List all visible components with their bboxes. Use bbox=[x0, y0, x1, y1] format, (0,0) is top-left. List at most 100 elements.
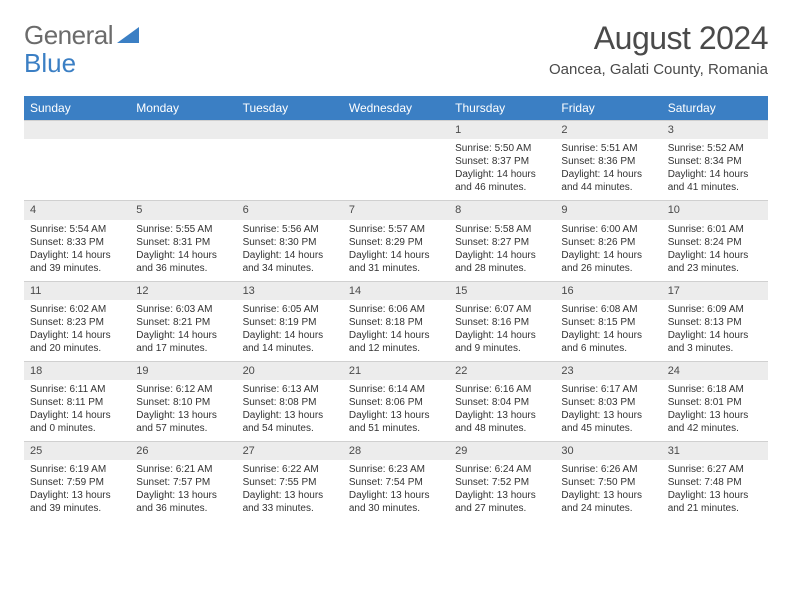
logo-triangle-icon bbox=[117, 27, 139, 45]
day-number: 28 bbox=[343, 442, 449, 460]
day-number: 14 bbox=[343, 282, 449, 300]
day-number: 26 bbox=[130, 442, 236, 460]
calendar-page: General August 2024 Oancea, Galati Count… bbox=[0, 0, 792, 541]
daylight-text: Daylight: 14 hours and 9 minutes. bbox=[455, 329, 549, 355]
daylight-text: Daylight: 14 hours and 14 minutes. bbox=[243, 329, 337, 355]
daylight-text: Daylight: 13 hours and 57 minutes. bbox=[136, 409, 230, 435]
empty-day-bar bbox=[343, 121, 449, 139]
sunset-text: Sunset: 8:26 PM bbox=[561, 236, 655, 249]
daylight-text: Daylight: 14 hours and 46 minutes. bbox=[455, 168, 549, 194]
sunrise-text: Sunrise: 5:55 AM bbox=[136, 223, 230, 236]
sunset-text: Sunset: 8:16 PM bbox=[455, 316, 549, 329]
sunrise-text: Sunrise: 6:23 AM bbox=[349, 463, 443, 476]
daylight-text: Daylight: 13 hours and 39 minutes. bbox=[30, 489, 124, 515]
daylight-text: Daylight: 14 hours and 44 minutes. bbox=[561, 168, 655, 194]
sunset-text: Sunset: 8:13 PM bbox=[668, 316, 762, 329]
sunset-text: Sunset: 8:33 PM bbox=[30, 236, 124, 249]
daylight-text: Daylight: 14 hours and 12 minutes. bbox=[349, 329, 443, 355]
calendar-day-cell: 12Sunrise: 6:03 AMSunset: 8:21 PMDayligh… bbox=[130, 282, 236, 361]
calendar-day-cell: 21Sunrise: 6:14 AMSunset: 8:06 PMDayligh… bbox=[343, 362, 449, 441]
calendar-empty-cell bbox=[237, 121, 343, 200]
daylight-text: Daylight: 14 hours and 17 minutes. bbox=[136, 329, 230, 355]
sunset-text: Sunset: 8:04 PM bbox=[455, 396, 549, 409]
day-details: Sunrise: 5:52 AMSunset: 8:34 PMDaylight:… bbox=[662, 139, 768, 200]
calendar-day-cell: 23Sunrise: 6:17 AMSunset: 8:03 PMDayligh… bbox=[555, 362, 661, 441]
daylight-text: Daylight: 14 hours and 0 minutes. bbox=[30, 409, 124, 435]
calendar-empty-cell bbox=[130, 121, 236, 200]
daylight-text: Daylight: 14 hours and 26 minutes. bbox=[561, 249, 655, 275]
sunrise-text: Sunrise: 6:06 AM bbox=[349, 303, 443, 316]
calendar-grid: SundayMondayTuesdayWednesdayThursdayFrid… bbox=[24, 96, 768, 521]
day-number: 30 bbox=[555, 442, 661, 460]
sunset-text: Sunset: 8:19 PM bbox=[243, 316, 337, 329]
day-number: 9 bbox=[555, 201, 661, 219]
sunrise-text: Sunrise: 5:56 AM bbox=[243, 223, 337, 236]
day-number: 2 bbox=[555, 121, 661, 139]
sunset-text: Sunset: 8:27 PM bbox=[455, 236, 549, 249]
day-details: Sunrise: 6:06 AMSunset: 8:18 PMDaylight:… bbox=[343, 300, 449, 361]
daylight-text: Daylight: 13 hours and 45 minutes. bbox=[561, 409, 655, 435]
day-details: Sunrise: 6:02 AMSunset: 8:23 PMDaylight:… bbox=[24, 300, 130, 361]
calendar-day-cell: 29Sunrise: 6:24 AMSunset: 7:52 PMDayligh… bbox=[449, 442, 555, 521]
day-details: Sunrise: 6:19 AMSunset: 7:59 PMDaylight:… bbox=[24, 460, 130, 521]
calendar-day-cell: 3Sunrise: 5:52 AMSunset: 8:34 PMDaylight… bbox=[662, 121, 768, 200]
day-number: 12 bbox=[130, 282, 236, 300]
sunrise-text: Sunrise: 6:09 AM bbox=[668, 303, 762, 316]
sunrise-text: Sunrise: 6:22 AM bbox=[243, 463, 337, 476]
day-number: 25 bbox=[24, 442, 130, 460]
sunset-text: Sunset: 7:55 PM bbox=[243, 476, 337, 489]
calendar-week-row: 18Sunrise: 6:11 AMSunset: 8:11 PMDayligh… bbox=[24, 361, 768, 441]
calendar-empty-cell bbox=[24, 121, 130, 200]
calendar-day-cell: 10Sunrise: 6:01 AMSunset: 8:24 PMDayligh… bbox=[662, 201, 768, 280]
daylight-text: Daylight: 13 hours and 51 minutes. bbox=[349, 409, 443, 435]
sunset-text: Sunset: 8:34 PM bbox=[668, 155, 762, 168]
day-number: 15 bbox=[449, 282, 555, 300]
day-details: Sunrise: 6:26 AMSunset: 7:50 PMDaylight:… bbox=[555, 460, 661, 521]
day-details: Sunrise: 6:16 AMSunset: 8:04 PMDaylight:… bbox=[449, 380, 555, 441]
calendar-day-cell: 20 Sunrise: 6:13 AMSunset: 8:08 PMDayligh… bbox=[237, 362, 343, 441]
sunrise-text: Sunrise: 6:24 AM bbox=[455, 463, 549, 476]
sunset-text: Sunset: 7:59 PM bbox=[30, 476, 124, 489]
day-number: 27 bbox=[237, 442, 343, 460]
day-details: Sunrise: 5:56 AMSunset: 8:30 PMDaylight:… bbox=[237, 220, 343, 281]
day-details: Sunrise: 6:05 AMSunset: 8:19 PMDaylight:… bbox=[237, 300, 343, 361]
sunset-text: Sunset: 7:57 PM bbox=[136, 476, 230, 489]
day-number: 20 bbox=[237, 362, 343, 380]
sunrise-text: Sunrise: 5:57 AM bbox=[349, 223, 443, 236]
day-number: 17 bbox=[662, 282, 768, 300]
day-details: Sunrise: 6:00 AMSunset: 8:26 PMDaylight:… bbox=[555, 220, 661, 281]
calendar-day-cell: 8Sunrise: 5:58 AMSunset: 8:27 PMDaylight… bbox=[449, 201, 555, 280]
sunset-text: Sunset: 8:36 PM bbox=[561, 155, 655, 168]
calendar-week-row: 4Sunrise: 5:54 AMSunset: 8:33 PMDaylight… bbox=[24, 200, 768, 280]
sunset-text: Sunset: 8:37 PM bbox=[455, 155, 549, 168]
sunrise-text: Sunrise: 6:12 AM bbox=[136, 383, 230, 396]
month-title: August 2024 bbox=[549, 20, 768, 57]
sunrise-text: Sunrise: 6:27 AM bbox=[668, 463, 762, 476]
sunset-text: Sunset: 8:08 PM bbox=[243, 396, 337, 409]
weekday-header-cell: Saturday bbox=[662, 96, 768, 120]
daylight-text: Daylight: 13 hours and 30 minutes. bbox=[349, 489, 443, 515]
day-number: 24 bbox=[662, 362, 768, 380]
day-details: Sunrise: 6:17 AMSunset: 8:03 PMDaylight:… bbox=[555, 380, 661, 441]
weekday-header-cell: Sunday bbox=[24, 96, 130, 120]
day-details: Sunrise: 6:08 AMSunset: 8:15 PMDaylight:… bbox=[555, 300, 661, 361]
day-number: 19 bbox=[130, 362, 236, 380]
day-details: Sunrise: 6:18 AMSunset: 8:01 PMDaylight:… bbox=[662, 380, 768, 441]
sunrise-text: Sunrise: 6:02 AM bbox=[30, 303, 124, 316]
sunset-text: Sunset: 8:29 PM bbox=[349, 236, 443, 249]
calendar-day-cell: 4Sunrise: 5:54 AMSunset: 8:33 PMDaylight… bbox=[24, 201, 130, 280]
sunrise-text: Sunrise: 6:13 AM bbox=[243, 383, 337, 396]
calendar-week-row: 1Sunrise: 5:50 AMSunset: 8:37 PMDaylight… bbox=[24, 120, 768, 200]
day-number: 13 bbox=[237, 282, 343, 300]
day-number: 21 bbox=[343, 362, 449, 380]
sunset-text: Sunset: 7:54 PM bbox=[349, 476, 443, 489]
day-details: Sunrise: 5:55 AMSunset: 8:31 PMDaylight:… bbox=[130, 220, 236, 281]
daylight-text: Daylight: 13 hours and 54 minutes. bbox=[243, 409, 337, 435]
calendar-week-row: 25Sunrise: 6:19 AMSunset: 7:59 PMDayligh… bbox=[24, 441, 768, 521]
daylight-text: Daylight: 14 hours and 39 minutes. bbox=[30, 249, 124, 275]
day-details: Sunrise: 6:14 AMSunset: 8:06 PMDaylight:… bbox=[343, 380, 449, 441]
daylight-text: Daylight: 14 hours and 3 minutes. bbox=[668, 329, 762, 355]
day-details: Sunrise: 6:23 AMSunset: 7:54 PMDaylight:… bbox=[343, 460, 449, 521]
day-number: 5 bbox=[130, 201, 236, 219]
brand-part1: General bbox=[24, 20, 113, 51]
